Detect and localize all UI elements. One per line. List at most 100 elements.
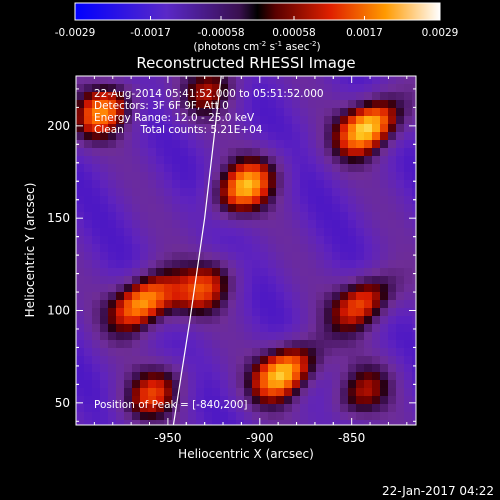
heatmap-cell	[204, 276, 212, 284]
heatmap-cell	[284, 236, 292, 244]
heatmap-cell	[84, 412, 92, 420]
heatmap-cell	[132, 372, 140, 380]
heatmap-cell	[116, 292, 124, 300]
colorbar-units-text: s	[266, 41, 275, 53]
heatmap-cell	[340, 340, 348, 348]
heatmap-cell	[212, 412, 220, 420]
heatmap-cell	[356, 164, 364, 172]
heatmap-cell	[300, 324, 308, 332]
heatmap-cell	[372, 228, 380, 236]
heatmap-cell	[380, 388, 388, 396]
heatmap-cell	[300, 84, 308, 92]
heatmap-cell	[84, 420, 92, 425]
heatmap-cell	[340, 260, 348, 268]
heatmap-cell	[324, 276, 332, 284]
heatmap-cell	[412, 132, 416, 140]
heatmap-cell	[364, 180, 372, 188]
heatmap-cell	[172, 244, 180, 252]
heatmap-cell	[204, 404, 212, 412]
heatmap-cell	[84, 308, 92, 316]
heatmap-cell	[228, 188, 236, 196]
heatmap-cell	[188, 372, 196, 380]
heatmap-cell	[268, 108, 276, 116]
heatmap-cell	[164, 380, 172, 388]
heatmap-cell	[292, 372, 300, 380]
heatmap-cell	[76, 276, 84, 284]
heatmap-cell	[124, 332, 132, 340]
heatmap-cell	[124, 140, 132, 148]
heatmap-cell	[124, 124, 132, 132]
heatmap-cell	[140, 268, 148, 276]
heatmap-cell	[92, 100, 100, 108]
heatmap-cell	[244, 212, 252, 220]
heatmap-cell	[316, 380, 324, 388]
heatmap-cell	[364, 260, 372, 268]
heatmap-cell	[292, 292, 300, 300]
heatmap-cell	[140, 252, 148, 260]
heatmap-cell	[276, 124, 284, 132]
heatmap-cell	[268, 356, 276, 364]
heatmap-cell	[228, 396, 236, 404]
heatmap-cell	[76, 196, 84, 204]
heatmap-cell	[356, 92, 364, 100]
heatmap-cell	[84, 324, 92, 332]
heatmap-cell	[92, 332, 100, 340]
heatmap-cell	[196, 188, 204, 196]
heatmap-cell	[140, 380, 148, 388]
heatmap-cell	[108, 308, 116, 316]
heatmap-cell	[372, 108, 380, 116]
heatmap-cell	[172, 332, 180, 340]
heatmap-cell	[148, 212, 156, 220]
heatmap-cell	[132, 100, 140, 108]
heatmap-cell	[124, 260, 132, 268]
heatmap-cell	[324, 236, 332, 244]
heatmap-cell	[124, 412, 132, 420]
heatmap-cell	[236, 284, 244, 292]
heatmap-cell	[260, 108, 268, 116]
heatmap-cell	[356, 212, 364, 220]
heatmap-cell	[348, 340, 356, 348]
heatmap-cell	[308, 404, 316, 412]
heatmap-cell	[236, 404, 244, 412]
heatmap-cell	[100, 420, 108, 425]
heatmap-cell	[196, 388, 204, 396]
heatmap-cell	[156, 148, 164, 156]
heatmap-cell	[228, 124, 236, 132]
heatmap-cell	[252, 372, 260, 380]
heatmap-cell	[140, 420, 148, 425]
heatmap-cell	[396, 268, 404, 276]
heatmap-cell	[156, 244, 164, 252]
heatmap-cell	[348, 220, 356, 228]
heatmap-cell	[100, 108, 108, 116]
heatmap-cell	[92, 372, 100, 380]
heatmap-cell	[228, 108, 236, 116]
heatmap-cell	[284, 204, 292, 212]
heatmap-cell	[100, 92, 108, 100]
heatmap-cell	[308, 84, 316, 92]
heatmap-cell	[164, 140, 172, 148]
heatmap-cell	[228, 404, 236, 412]
heatmap-cell	[180, 108, 188, 116]
heatmap-cell	[276, 388, 284, 396]
heatmap-cell	[236, 116, 244, 124]
heatmap-cell	[396, 316, 404, 324]
heatmap-cell	[364, 324, 372, 332]
heatmap-cell	[356, 380, 364, 388]
heatmap-cell	[180, 300, 188, 308]
heatmap-cell	[316, 116, 324, 124]
heatmap-cell	[180, 396, 188, 404]
heatmap-cell	[228, 268, 236, 276]
heatmap-cell	[316, 164, 324, 172]
heatmap-cell	[388, 116, 396, 124]
heatmap-cell	[356, 356, 364, 364]
heatmap-cell	[188, 404, 196, 412]
heatmap-cell	[116, 420, 124, 425]
heatmap-cell	[404, 420, 412, 425]
heatmap-cell	[364, 100, 372, 108]
heatmap-cell	[324, 92, 332, 100]
heatmap-cell	[284, 76, 292, 84]
heatmap-cell	[196, 196, 204, 204]
heatmap-cell	[244, 268, 252, 276]
